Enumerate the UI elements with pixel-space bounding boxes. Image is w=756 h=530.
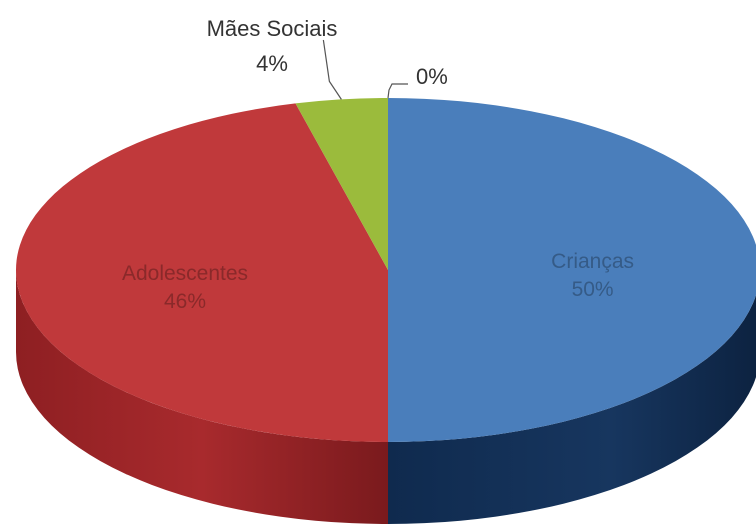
slice-criancas xyxy=(388,98,756,442)
pie-tops xyxy=(15,98,756,443)
slice-side-criancas xyxy=(388,294,756,524)
data-value-adolescentes: 46% xyxy=(164,290,206,313)
data-value-slice-3: 0% xyxy=(416,64,448,89)
slice-maes-sociais xyxy=(295,98,388,270)
pie-sides xyxy=(16,270,756,524)
slice-side-adolescentes xyxy=(16,270,388,524)
data-label-adolescentes: Adolescentes xyxy=(122,262,248,285)
data-value-criancas: 50% xyxy=(572,278,614,301)
pie-labels: Crianças 50% Adolescentes 46% Mães Sociais 4%… xyxy=(122,16,634,313)
data-value-maes-sociais: 4% xyxy=(256,51,288,76)
slice-adolescentes xyxy=(15,103,389,443)
leader-line-maes-sociais xyxy=(322,39,342,100)
data-label-criancas: Crianças xyxy=(551,250,634,273)
data-label-maes-sociais: Mães Sociais xyxy=(207,16,338,41)
leader-line-slice-3 xyxy=(387,83,408,99)
